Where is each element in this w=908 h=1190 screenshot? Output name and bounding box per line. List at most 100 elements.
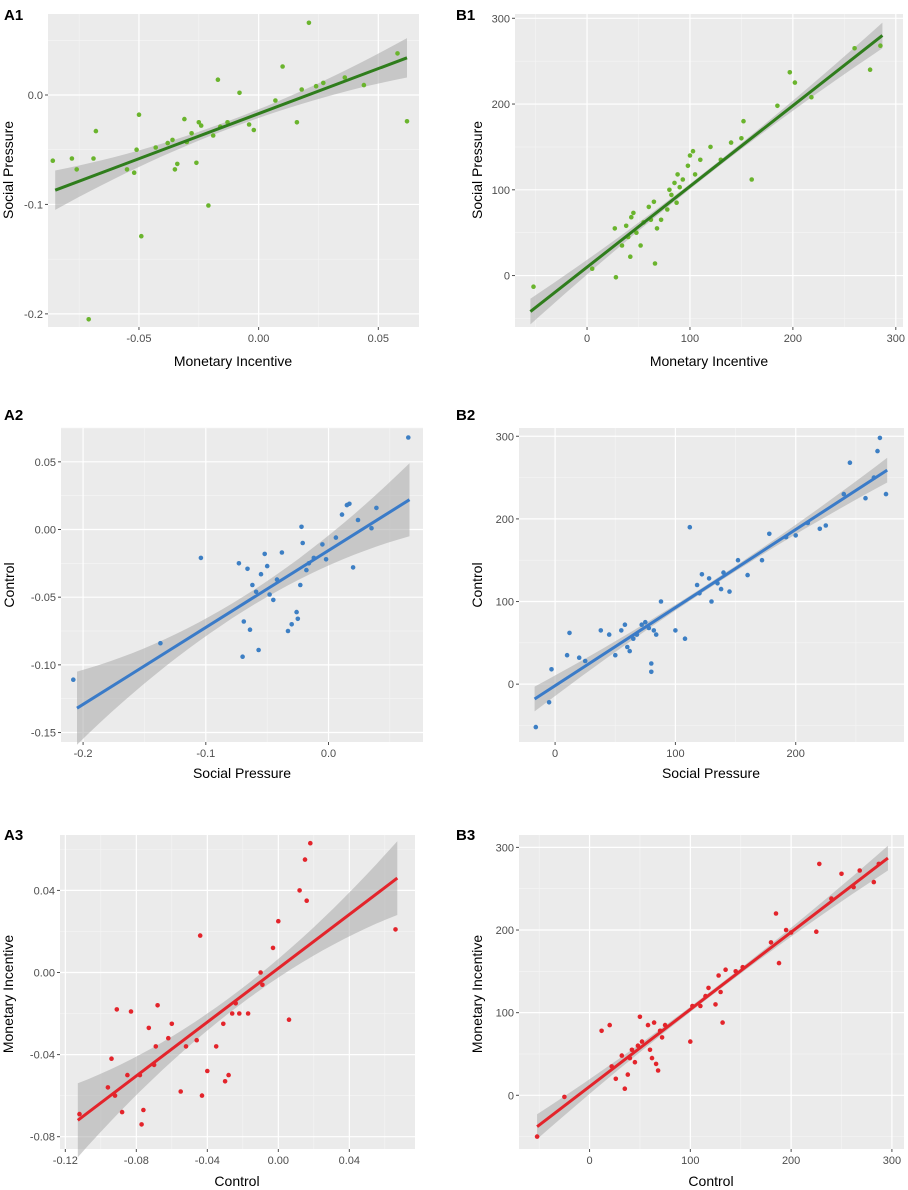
data-point (723, 967, 728, 972)
y-tick-label: 0.00 (34, 968, 55, 980)
data-point (694, 582, 700, 588)
data-point (270, 945, 276, 951)
data-point (206, 203, 211, 208)
data-point (246, 122, 252, 127)
data-point (741, 118, 746, 124)
data-point (883, 491, 889, 497)
data-point (613, 1076, 619, 1082)
data-point (625, 644, 630, 650)
data-point (767, 531, 772, 537)
data-point (698, 157, 703, 163)
data-point (619, 628, 624, 633)
x-tick-label: 100 (681, 333, 699, 345)
data-point (300, 540, 306, 546)
y-tick-label: 0 (508, 1090, 514, 1102)
gridlines-B3 (519, 835, 904, 1149)
panel-label-B1: B1 (456, 7, 475, 24)
data-point (69, 156, 75, 161)
x-axis-title-B1: Monetary Incentive (650, 353, 768, 369)
fit-line-A3 (76, 876, 399, 1122)
x-tick-label: 0.00 (268, 1155, 289, 1167)
x-axis-title-A1: Monetary Incentive (174, 353, 292, 369)
y-tick-label: 300 (496, 842, 514, 854)
data-point (625, 1072, 631, 1077)
data-point (692, 172, 698, 177)
data-point (634, 230, 639, 235)
data-point (564, 652, 570, 658)
data-point (699, 572, 705, 577)
data-point (716, 973, 721, 978)
y-tick-label: 100 (492, 185, 510, 197)
data-point (639, 622, 644, 627)
data-point (793, 533, 798, 538)
data-point (276, 918, 281, 924)
data-point (158, 640, 163, 646)
y-tick-label: 0.00 (35, 525, 56, 537)
data-point (718, 989, 723, 995)
data-point (194, 1037, 199, 1043)
data-point (306, 20, 312, 26)
fit-line-A2 (76, 498, 411, 710)
data-point (599, 1028, 604, 1034)
x-axis-title-A3: Control (214, 1173, 259, 1189)
data-point (299, 87, 305, 92)
data-point (302, 857, 308, 862)
x-tick-label: 0 (586, 1155, 592, 1167)
data-point (867, 67, 873, 72)
y-axis-title-A3: Monetary Incentive (0, 935, 16, 1053)
data-point (404, 119, 410, 124)
data-point (333, 535, 339, 540)
data-point (875, 448, 880, 454)
regression-line-A1 (54, 56, 408, 192)
data-point (124, 167, 130, 172)
data-point (814, 929, 819, 934)
tick-labels-A2: -0.2 -0.1 0.0 -0.15 -0.10 -0.05 0.00 0.05 (31, 457, 336, 760)
panel-label-A3: A3 (4, 827, 23, 844)
y-axis-title-B1: Social Pressure (469, 121, 485, 219)
data-point (817, 526, 823, 532)
data-point (841, 491, 847, 497)
data-point (690, 148, 696, 154)
data-point (256, 647, 261, 653)
data-point (339, 512, 345, 517)
data-point (623, 223, 629, 229)
data-point (531, 284, 536, 290)
regression-line-A3 (76, 876, 399, 1122)
data-point (222, 1079, 228, 1084)
data-point (687, 153, 693, 158)
data-point (304, 567, 309, 573)
data-point (199, 1093, 205, 1098)
data-point (682, 636, 688, 641)
data-point (285, 628, 291, 634)
y-tick-label: -0.10 (31, 660, 56, 672)
data-point (607, 1022, 612, 1028)
data-point (720, 1020, 725, 1025)
data-point (194, 160, 199, 166)
y-tick-label: 0 (508, 679, 514, 691)
data-point (114, 1007, 120, 1012)
x-tick-label: 300 (883, 1155, 901, 1167)
data-point (229, 1011, 235, 1016)
data-point (393, 927, 398, 932)
data-point (304, 898, 310, 903)
points-A2 (71, 435, 411, 682)
data-point (253, 589, 259, 595)
data-point (708, 144, 713, 150)
data-point (659, 1035, 665, 1040)
data-point (313, 83, 319, 89)
y-tick-label: 0 (504, 271, 510, 283)
data-point (622, 1086, 628, 1091)
data-point (289, 622, 295, 627)
data-point (139, 233, 144, 239)
data-point (783, 927, 789, 933)
data-point (50, 158, 56, 163)
data-point (645, 1022, 651, 1028)
data-point (629, 1047, 635, 1053)
data-point (598, 628, 604, 633)
x-tick-label: 200 (784, 333, 802, 345)
data-point (673, 628, 678, 633)
data-point (775, 103, 780, 109)
data-point (189, 131, 194, 136)
data-point (267, 592, 272, 597)
y-tick-label: 0.05 (35, 457, 56, 469)
